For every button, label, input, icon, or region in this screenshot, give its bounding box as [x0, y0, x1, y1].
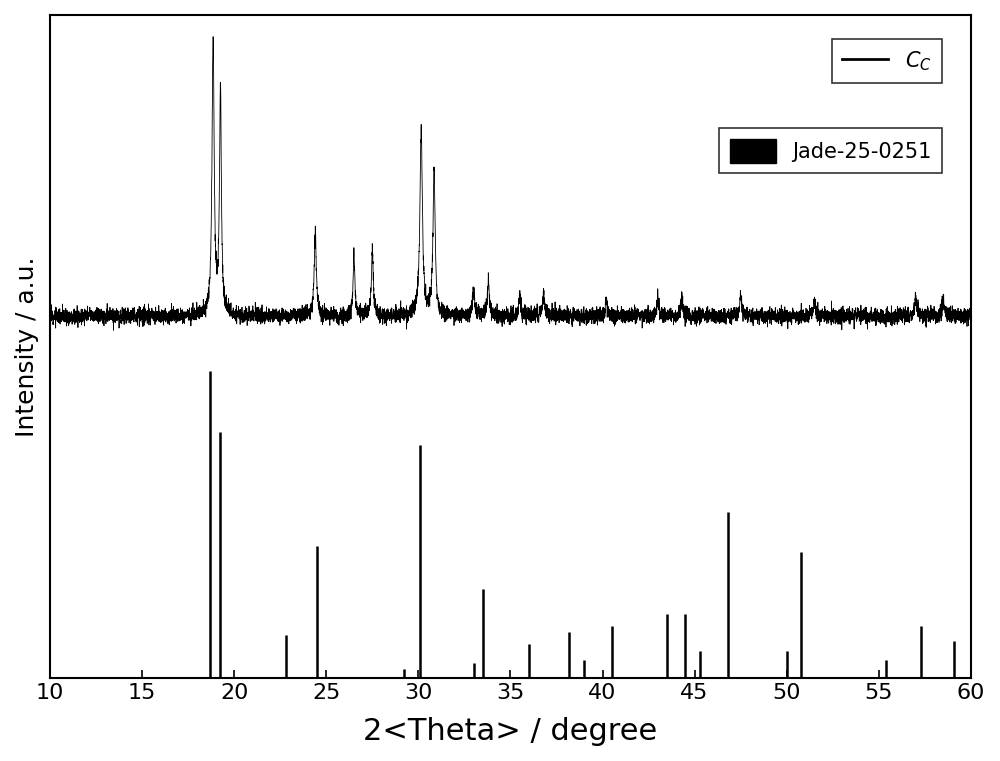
Y-axis label: Intensity / a.u.: Intensity / a.u.	[15, 256, 39, 437]
Legend: Jade-25-0251: Jade-25-0251	[719, 128, 942, 173]
X-axis label: 2<Theta> / degree: 2<Theta> / degree	[363, 717, 658, 746]
